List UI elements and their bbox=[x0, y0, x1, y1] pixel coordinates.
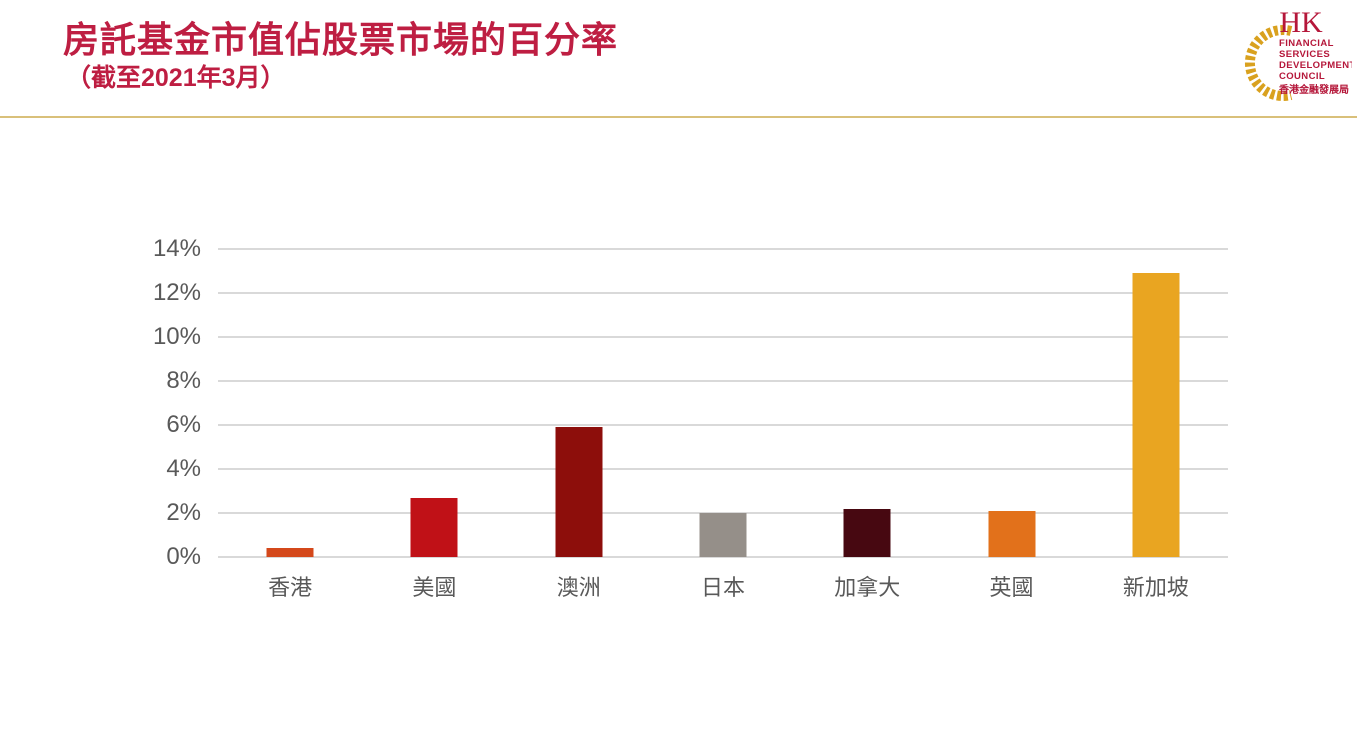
bar-4 bbox=[699, 513, 747, 557]
page-subtitle: （截至2021年3月） bbox=[66, 64, 286, 92]
x-tick-label: 新加坡 bbox=[1122, 575, 1189, 600]
sun-emblem-icon bbox=[1244, 25, 1293, 101]
x-tick-label: 美國 bbox=[412, 575, 457, 600]
y-tick-label: 12% bbox=[152, 278, 201, 306]
y-tick-label: 8% bbox=[166, 367, 201, 394]
gridline bbox=[218, 291, 1228, 294]
y-tick-label: 6% bbox=[166, 410, 201, 438]
bar-3 bbox=[555, 427, 603, 557]
gridline bbox=[218, 248, 1228, 250]
x-tick-label: 日本 bbox=[700, 575, 746, 600]
logo-chinese-name: 香港金融發展局 bbox=[1279, 83, 1349, 96]
bar-5 bbox=[843, 508, 891, 557]
logo-line-2: SERVICES bbox=[1279, 49, 1330, 60]
y-tick-label: 10% bbox=[152, 322, 201, 350]
gridline bbox=[218, 380, 1228, 382]
logo-line-3: DEVELOPMENT bbox=[1279, 60, 1352, 71]
y-tick-label: 0% bbox=[166, 543, 201, 570]
x-tick-label: 英國 bbox=[989, 575, 1034, 600]
bar-6 bbox=[988, 510, 1036, 557]
x-tick-label: 澳洲 bbox=[556, 575, 601, 600]
bar-2 bbox=[410, 497, 458, 557]
plot-area: 0% 2% 4% 6% 8% 10% 12% 14% 香港 美國 澳洲 日本 加拿大 英國 新加坡 bbox=[153, 236, 1228, 600]
gridline bbox=[218, 468, 1228, 470]
page-title: 房託基金市值佔股票市場的百分率 bbox=[63, 19, 619, 60]
y-tick-label: 2% bbox=[166, 499, 201, 526]
gridline bbox=[218, 556, 1228, 558]
logo-line-4: COUNCIL bbox=[1279, 71, 1325, 82]
gridline bbox=[218, 335, 1228, 338]
gold-divider bbox=[0, 116, 1357, 118]
bar-7 bbox=[1132, 273, 1180, 557]
x-tick-label: 香港 bbox=[268, 575, 313, 600]
x-tick-label: 加拿大 bbox=[834, 575, 901, 600]
logo-acronym: HK bbox=[1279, 6, 1323, 39]
bar-1 bbox=[266, 548, 314, 557]
hkfsdc-logo: HK FINANCIAL SERVICES DEVELOPMENT COUNCI… bbox=[1244, 6, 1352, 101]
gridline bbox=[218, 423, 1228, 426]
logo-line-1: FINANCIAL bbox=[1279, 38, 1334, 49]
y-tick-label: 4% bbox=[166, 455, 201, 482]
y-tick-label: 14% bbox=[152, 235, 201, 262]
